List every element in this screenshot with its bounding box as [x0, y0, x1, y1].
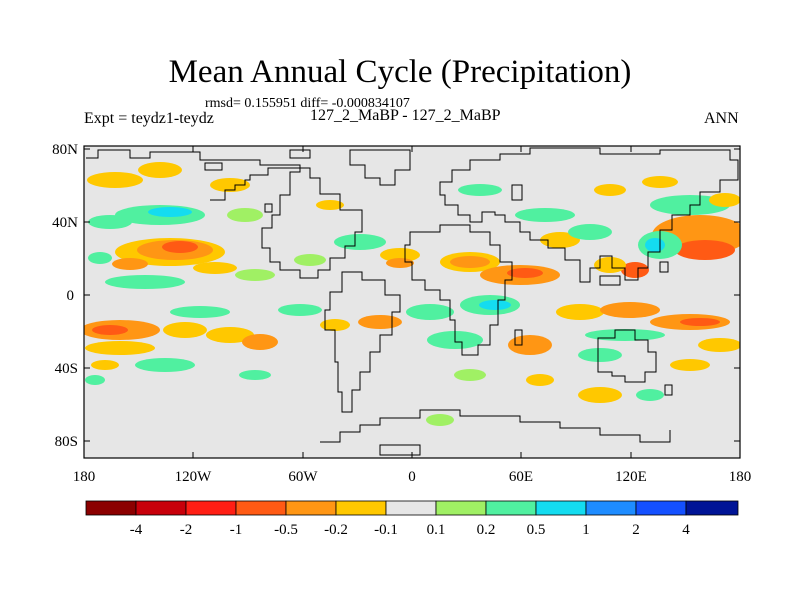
lon-label-60e: 60E [509, 469, 533, 485]
experiment-label: Expt = teydz1-teydz [84, 110, 214, 127]
precip-anomaly-field [84, 162, 740, 426]
colorbar-label: -0.1 [374, 522, 398, 538]
lat-label-eq: 0 [67, 288, 75, 304]
colorbar-swatch-0 [85, 500, 137, 516]
lat-label-40s: 40S [55, 361, 78, 377]
colorbar-swatch-3 [235, 500, 287, 516]
case-label: 127_2_MaBP - 127_2_MaBP [310, 107, 501, 124]
map-title: Mean Annual Cycle (Precipitation) [168, 54, 632, 90]
axis-ticks [83, 146, 741, 458]
colorbar-label: -1 [230, 522, 243, 538]
colorbar-swatch-6 [385, 500, 437, 516]
lat-label-40n: 40N [52, 215, 78, 231]
colorbar-label: 0.1 [427, 522, 446, 538]
lon-label-60w: 60W [288, 469, 318, 485]
colorbar-swatch-1 [135, 500, 187, 516]
season-label: ANN [704, 110, 739, 127]
colorbar-swatch-11 [635, 500, 687, 516]
lon-label-120w: 120W [175, 469, 213, 485]
colorbar-swatch-9 [535, 500, 587, 516]
colorbar-label: -0.5 [274, 522, 298, 538]
colorbar-swatch-5 [335, 500, 387, 516]
colorbar-label: 0.5 [527, 522, 546, 538]
lon-label-180w: 180 [73, 469, 96, 485]
map-background [84, 146, 740, 458]
colorbar-label: 1 [582, 522, 590, 538]
colorbar-label: -4 [130, 522, 143, 538]
colorbar-swatch-10 [585, 500, 637, 516]
colorbar-label: 4 [682, 522, 690, 538]
colorbar-label: 0.2 [477, 522, 496, 538]
colorbar-swatch-4 [285, 500, 337, 516]
colorbar-swatch-2 [185, 500, 237, 516]
rmsd-diff-stats: rmsd= 0.155951 diff= -0.000834107 [205, 96, 410, 111]
lat-label-80s: 80S [55, 434, 78, 450]
colorbar-swatch-7 [435, 500, 487, 516]
colorbar-label: 2 [632, 522, 640, 538]
coastlines [86, 147, 739, 456]
map-panel: 80N 40N 0 40S 80S 180 120W 60W 0 60E 120… [52, 142, 751, 485]
colorbar-swatch-8 [485, 500, 537, 516]
colorbar-label: -2 [180, 522, 193, 538]
lon-label-180e: 180 [729, 469, 752, 485]
lon-label-0: 0 [408, 469, 416, 485]
colorbar: -4 -2 -1 -0.5 -0.2 -0.1 0.1 0.2 0.5 1 2 … [85, 500, 739, 538]
lat-label-80n: 80N [52, 142, 78, 158]
colorbar-label: -0.2 [324, 522, 348, 538]
colorbar-swatch-12 [685, 500, 739, 516]
lon-label-120e: 120E [615, 469, 647, 485]
